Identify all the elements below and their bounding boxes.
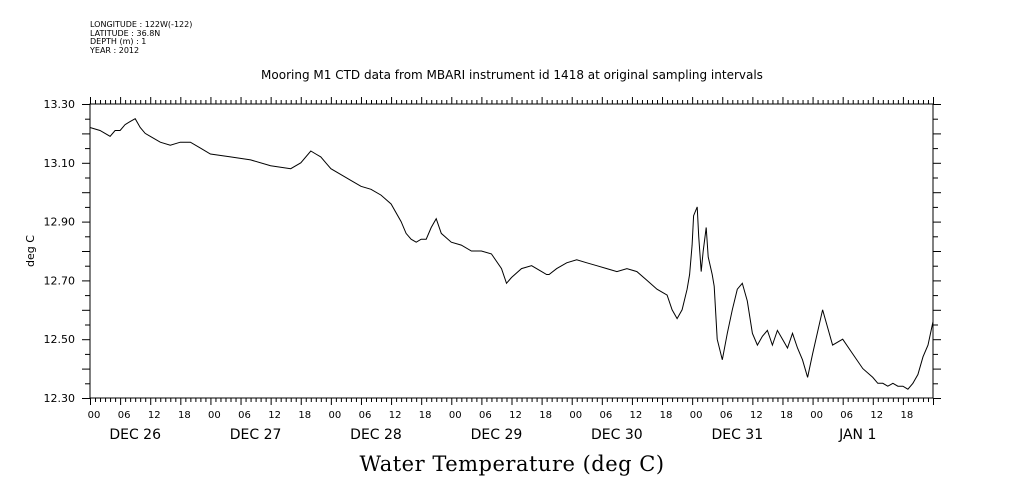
- y-tick-label: 13.30: [44, 98, 76, 111]
- y-axis-label: deg C: [24, 235, 37, 267]
- x-tick-label: 00: [88, 410, 101, 421]
- y-tick-label: 12.50: [44, 333, 76, 346]
- day-label: JAN 1: [838, 427, 876, 443]
- x-tick-label: 12: [148, 410, 161, 421]
- series-line: [89, 118, 934, 390]
- day-label: DEC 30: [591, 427, 643, 443]
- x-tick-label: 12: [268, 410, 281, 421]
- x-tick-label: 12: [389, 410, 402, 421]
- x-tick-label: 18: [539, 410, 552, 421]
- longitude-text: LONGITUDE : 122W(-122): [90, 20, 193, 29]
- day-label: DEC 26: [109, 427, 161, 443]
- x-axis-label: Water Temperature (deg C): [359, 452, 665, 476]
- y-tick-label: 12.90: [44, 216, 76, 229]
- x-tick-label: 00: [208, 410, 221, 421]
- x-tick-label: 06: [118, 410, 131, 421]
- day-label: DEC 31: [711, 427, 763, 443]
- x-tick-label: 18: [419, 410, 432, 421]
- x-tick-label: 00: [569, 410, 582, 421]
- x-tick-label: 00: [690, 410, 703, 421]
- x-tick-label: 06: [479, 410, 492, 421]
- x-tick-label: 18: [178, 410, 191, 421]
- year-text: YEAR : 2012: [90, 45, 140, 55]
- latitude-text: LATITUDE : 36.8N: [90, 28, 161, 38]
- x-tick-label: 18: [660, 410, 673, 421]
- x-tick-label: 18: [298, 410, 311, 421]
- day-label: DEC 27: [230, 427, 282, 443]
- x-tick-label: 00: [449, 410, 462, 421]
- x-tick-label: 00: [810, 410, 823, 421]
- x-tick-label: 18: [780, 410, 793, 421]
- x-tick-label: 06: [359, 410, 372, 421]
- axis-ticks: [82, 97, 941, 405]
- y-tick-label: 12.30: [44, 392, 76, 405]
- x-tick-label: 06: [238, 410, 251, 421]
- x-tick-label: 06: [840, 410, 853, 421]
- x-tick-label: 00: [328, 410, 341, 421]
- depth-text: DEPTH (m) : 1: [90, 37, 147, 46]
- x-tick-label: 12: [630, 410, 643, 421]
- x-tick-label: 12: [750, 410, 763, 421]
- x-tick-label: 12: [870, 410, 883, 421]
- x-tick-labels: 00 06 12 18 00 06 12 18 00 06 12 18 00 06 12 18 00 06 12 18…: [88, 410, 914, 443]
- day-label: DEC 28: [350, 427, 402, 443]
- plot-frame: [89, 103, 934, 399]
- y-tick-label: 12.70: [44, 274, 76, 287]
- x-tick-label: 06: [720, 410, 733, 421]
- x-tick-label: 06: [599, 410, 612, 421]
- y-tick-label: 13.10: [44, 157, 76, 170]
- day-label: DEC 29: [471, 427, 523, 443]
- y-tick-labels: 12.30 12.50 12.70 12.90 13.10 13.30: [44, 98, 76, 405]
- x-tick-label: 12: [509, 410, 522, 421]
- x-tick-label: 18: [901, 410, 914, 421]
- chart-title: Mooring M1 CTD data from MBARI instrumen…: [261, 68, 763, 82]
- station-metadata: LONGITUDE : 122W(-122) LATITUDE : 36.8N …: [90, 20, 193, 55]
